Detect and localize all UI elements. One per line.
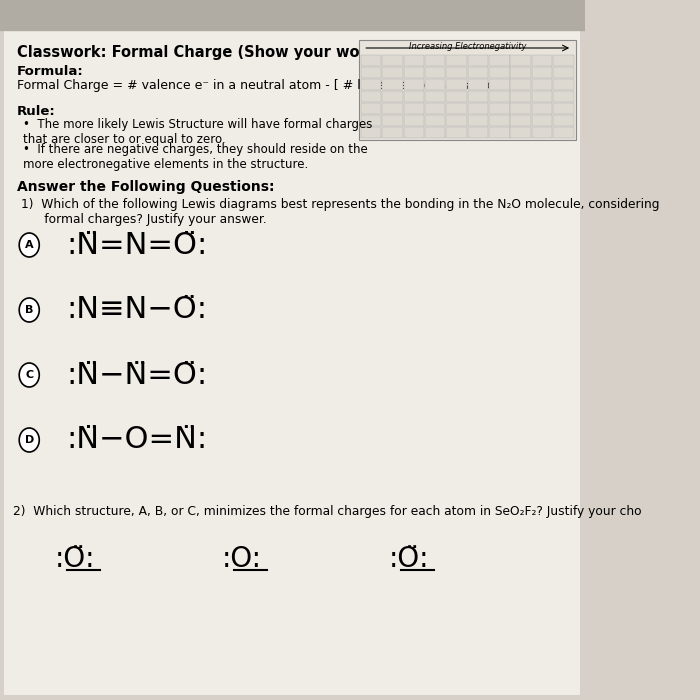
Bar bbox=[404, 79, 424, 90]
Bar bbox=[532, 91, 552, 102]
Bar bbox=[510, 115, 531, 126]
Bar bbox=[447, 79, 467, 90]
Bar bbox=[382, 67, 402, 78]
Text: 1)  Which of the following Lewis diagrams best represents the bonding in the N₂O: 1) Which of the following Lewis diagrams… bbox=[21, 198, 659, 226]
Text: :N̈−O=N̈:: :N̈−O=N̈: bbox=[66, 426, 208, 454]
Bar bbox=[510, 127, 531, 138]
Text: B: B bbox=[25, 305, 34, 315]
Bar bbox=[489, 79, 510, 90]
Bar bbox=[447, 91, 467, 102]
Bar bbox=[553, 55, 574, 66]
Text: Formula:: Formula: bbox=[17, 65, 83, 78]
Bar bbox=[510, 91, 531, 102]
Bar bbox=[468, 91, 488, 102]
Bar bbox=[360, 115, 382, 126]
Bar bbox=[553, 67, 574, 78]
Bar bbox=[553, 103, 574, 114]
Text: Increasing Electronegativity: Increasing Electronegativity bbox=[409, 42, 526, 51]
Bar bbox=[404, 127, 424, 138]
Bar bbox=[404, 115, 424, 126]
Text: Formal Charge = # valence e⁻ in a neutral atom - [ # lone electrons + # bonds]: Formal Charge = # valence e⁻ in a neutra… bbox=[17, 79, 522, 92]
Bar bbox=[425, 67, 445, 78]
Text: 2)  Which structure, A, B, or C, minimizes the formal charges for each atom in S: 2) Which structure, A, B, or C, minimize… bbox=[13, 505, 641, 518]
Bar bbox=[489, 103, 510, 114]
Bar bbox=[425, 79, 445, 90]
Bar bbox=[468, 79, 488, 90]
Bar bbox=[468, 115, 488, 126]
Text: :N≡N−Ö:: :N≡N−Ö: bbox=[66, 295, 208, 325]
Circle shape bbox=[19, 428, 39, 452]
Bar bbox=[360, 55, 382, 66]
Bar bbox=[553, 127, 574, 138]
Bar bbox=[0, 0, 584, 30]
Bar bbox=[553, 115, 574, 126]
Bar bbox=[468, 127, 488, 138]
Bar bbox=[360, 79, 382, 90]
Bar bbox=[447, 115, 467, 126]
Bar bbox=[404, 103, 424, 114]
Circle shape bbox=[19, 363, 39, 387]
Bar bbox=[360, 67, 382, 78]
Text: :Ö:: :Ö: bbox=[389, 545, 430, 573]
Text: A: A bbox=[25, 240, 34, 250]
Bar bbox=[532, 67, 552, 78]
Bar bbox=[468, 103, 488, 114]
Bar bbox=[532, 103, 552, 114]
Bar bbox=[382, 91, 402, 102]
Bar bbox=[489, 67, 510, 78]
Bar bbox=[510, 103, 531, 114]
Bar bbox=[532, 127, 552, 138]
Bar bbox=[404, 55, 424, 66]
Bar bbox=[382, 79, 402, 90]
Text: C: C bbox=[25, 370, 34, 380]
Bar bbox=[360, 103, 382, 114]
Bar bbox=[532, 115, 552, 126]
Bar bbox=[425, 103, 445, 114]
Bar bbox=[468, 55, 488, 66]
Bar bbox=[447, 103, 467, 114]
Text: :N̈−N̈=Ö:: :N̈−N̈=Ö: bbox=[66, 360, 208, 389]
Bar bbox=[425, 127, 445, 138]
Bar bbox=[382, 115, 402, 126]
Bar bbox=[425, 55, 445, 66]
Bar bbox=[404, 67, 424, 78]
Text: •  If there are negative charges, they should reside on the
more electronegative: • If there are negative charges, they sh… bbox=[23, 143, 368, 171]
Bar bbox=[382, 127, 402, 138]
Bar bbox=[510, 79, 531, 90]
Bar bbox=[510, 67, 531, 78]
Bar bbox=[532, 55, 552, 66]
Bar bbox=[447, 55, 467, 66]
Text: •  The more likely Lewis Structure will have formal charges
that are closer to o: • The more likely Lewis Structure will h… bbox=[23, 118, 373, 146]
Bar bbox=[382, 103, 402, 114]
Bar bbox=[447, 67, 467, 78]
Text: Answer the Following Questions:: Answer the Following Questions: bbox=[17, 180, 274, 194]
Text: Rule:: Rule: bbox=[17, 105, 55, 118]
Bar bbox=[425, 115, 445, 126]
Text: Classwork: Formal Charge (Show your work!): Classwork: Formal Charge (Show your work… bbox=[17, 45, 389, 60]
Bar bbox=[489, 91, 510, 102]
Bar bbox=[489, 55, 510, 66]
Bar bbox=[489, 115, 510, 126]
Bar bbox=[360, 127, 382, 138]
Bar bbox=[553, 91, 574, 102]
Bar bbox=[468, 67, 488, 78]
Circle shape bbox=[19, 298, 39, 322]
Bar bbox=[425, 91, 445, 102]
Text: :Ö:: :Ö: bbox=[55, 545, 95, 573]
Circle shape bbox=[19, 233, 39, 257]
Bar bbox=[510, 55, 531, 66]
Bar bbox=[532, 79, 552, 90]
Bar bbox=[447, 127, 467, 138]
Bar bbox=[360, 91, 382, 102]
Text: D: D bbox=[25, 435, 34, 445]
Bar bbox=[359, 40, 576, 140]
Text: :O:: :O: bbox=[222, 545, 262, 573]
Bar bbox=[489, 127, 510, 138]
FancyBboxPatch shape bbox=[4, 5, 580, 695]
Bar bbox=[382, 55, 402, 66]
Bar bbox=[553, 79, 574, 90]
Bar bbox=[404, 91, 424, 102]
Text: :N̈=N=Ö:: :N̈=N=Ö: bbox=[66, 230, 208, 260]
